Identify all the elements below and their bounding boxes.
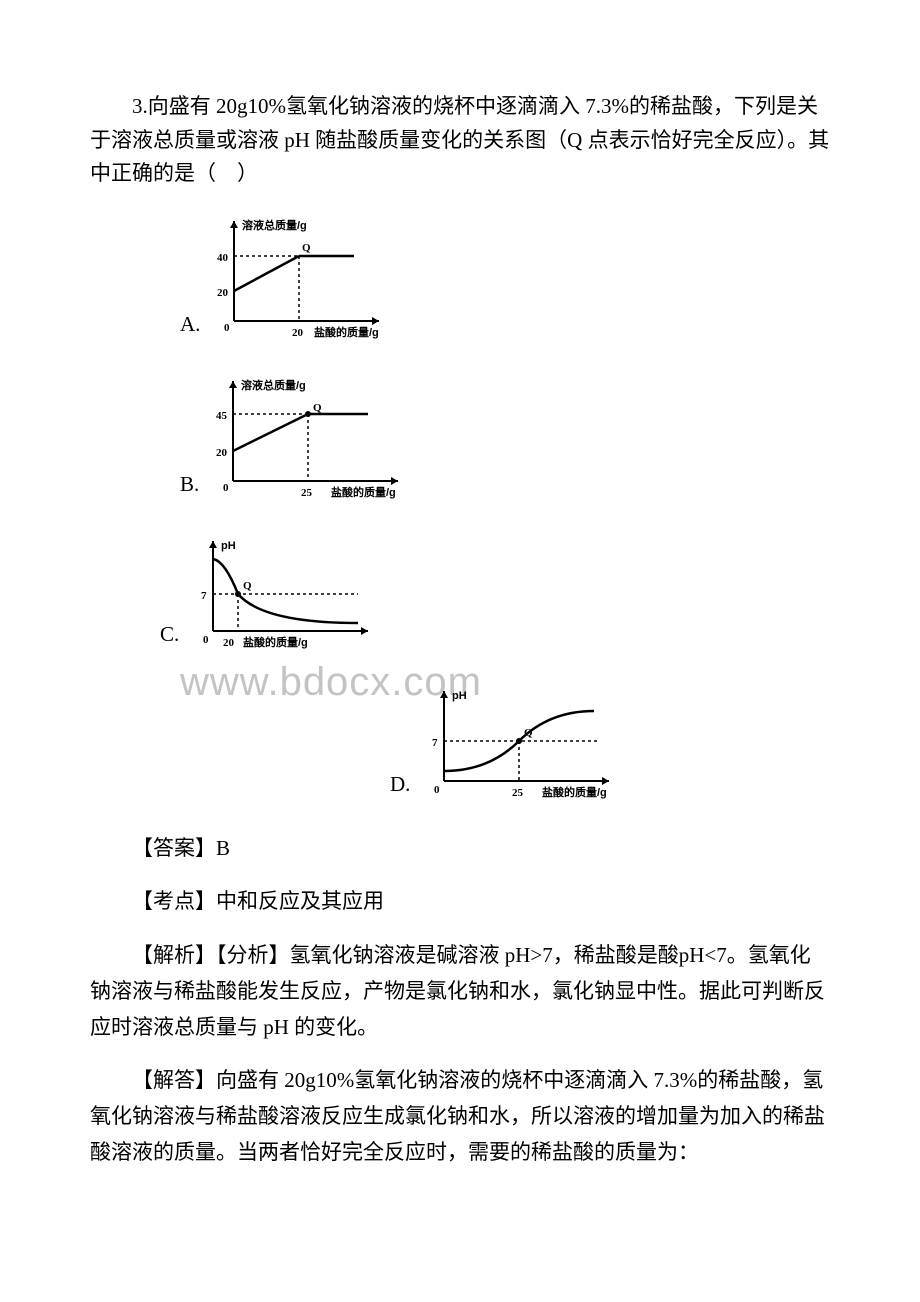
question-body: 向盛有 20g10%氢氧化钠溶液的烧杯中逐滴滴入 7.3%的稀盐酸，下列是关于溶…: [90, 94, 829, 185]
kaodian-section: 【考点】中和反应及其应用: [90, 884, 830, 920]
option-a-row: A. 溶液总质量/g 盐酸的质量/g 20 40 0 20 Q: [180, 211, 830, 341]
jieda-label: 【解答】: [132, 1068, 216, 1092]
chart-c-q: Q: [243, 580, 252, 592]
chart-a: 溶液总质量/g 盐酸的质量/g 20 40 0 20 Q: [204, 211, 394, 341]
chart-d-xtick: 25: [512, 787, 524, 799]
chart-b: 溶液总质量/g 盐酸的质量/g 20 45 0 25 Q: [203, 371, 413, 501]
chart-c-zero: 0: [203, 634, 209, 646]
option-d-row: D. pH 盐酸的质量/g 7 0 25 Q: [390, 681, 830, 801]
chart-b-ytick0: 20: [216, 447, 228, 459]
answer-section: 【答案】B: [90, 831, 830, 867]
option-b-label: B.: [180, 472, 199, 501]
chart-b-ytick1: 45: [216, 410, 228, 422]
chart-d-xlabel: 盐酸的质量/g: [542, 785, 607, 799]
chart-d: pH 盐酸的质量/g 7 0 25 Q: [414, 681, 624, 801]
chart-d-zero: 0: [434, 784, 440, 796]
question-text: 3.向盛有 20g10%氢氧化钠溶液的烧杯中逐滴滴入 7.3%的稀盐酸，下列是关…: [90, 90, 830, 191]
chart-a-ytick1: 40: [217, 252, 229, 264]
answer-value: B: [216, 836, 230, 860]
kaodian-label: 【考点】: [132, 889, 216, 913]
chart-c-ylabel: pH: [221, 540, 236, 552]
chart-b-zero: 0: [223, 482, 229, 494]
jieda-section: 【解答】向盛有 20g10%氢氧化钠溶液的烧杯中逐滴滴入 7.3%的稀盐酸，氢氧…: [90, 1063, 830, 1170]
chart-b-q: Q: [313, 402, 322, 414]
chart-a-ytick0: 20: [217, 287, 229, 299]
chart-c-xtick: 20: [223, 637, 235, 649]
chart-c-ytick: 7: [201, 590, 207, 602]
chart-a-q: Q: [302, 242, 311, 254]
chart-b-xtick: 25: [301, 487, 313, 499]
chart-a-xtick: 20: [292, 327, 304, 339]
option-b-row: B. 溶液总质量/g 盐酸的质量/g 20 45 0 25 Q: [180, 371, 830, 501]
chart-c-xlabel: 盐酸的质量/g: [243, 635, 308, 649]
answer-label: 【答案】: [132, 836, 216, 860]
chart-d-q: Q: [524, 727, 533, 739]
kaodian-value: 中和反应及其应用: [216, 889, 384, 913]
option-c-row: C. pH 盐酸的质量/g 7 0 20 Q: [160, 531, 830, 651]
chart-d-ytick: 7: [432, 737, 438, 749]
option-c-label: C.: [160, 622, 179, 651]
jiexi-section: 【解析】【分析】氢氧化钠溶液是碱溶液 pH>7，稀盐酸是酸pH<7。氢氧化钠溶液…: [90, 938, 830, 1045]
chart-b-ylabel: 溶液总质量/g: [241, 378, 306, 392]
chart-a-ylabel: 溶液总质量/g: [242, 218, 307, 232]
chart-a-zero: 0: [224, 322, 230, 334]
chart-d-ylabel: pH: [452, 690, 467, 702]
option-d-label: D.: [390, 772, 410, 801]
chart-b-xlabel: 盐酸的质量/g: [331, 485, 396, 499]
chart-a-xlabel: 盐酸的质量/g: [314, 325, 379, 339]
jiexi-label: 【解析】【分析】: [132, 943, 290, 967]
question-number: 3.: [132, 94, 148, 118]
chart-c: pH 盐酸的质量/g 7 0 20 Q: [183, 531, 383, 651]
option-a-label: A.: [180, 312, 200, 341]
